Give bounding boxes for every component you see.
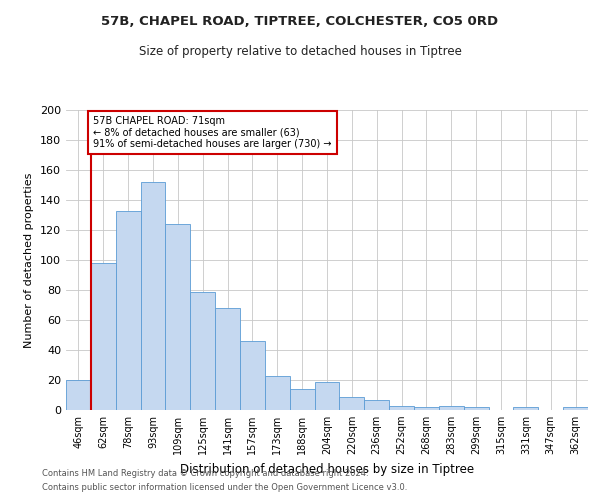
X-axis label: Distribution of detached houses by size in Tiptree: Distribution of detached houses by size … [180, 462, 474, 475]
Bar [240, 341, 265, 410]
Text: Size of property relative to detached houses in Tiptree: Size of property relative to detached ho… [139, 45, 461, 58]
Bar [514, 407, 538, 410]
Bar [563, 407, 588, 410]
Bar [340, 396, 364, 410]
Text: 57B, CHAPEL ROAD, TIPTREE, COLCHESTER, CO5 0RD: 57B, CHAPEL ROAD, TIPTREE, COLCHESTER, C… [101, 15, 499, 28]
Bar [290, 389, 314, 410]
Bar [464, 407, 488, 410]
Bar [389, 406, 414, 410]
Y-axis label: Number of detached properties: Number of detached properties [25, 172, 34, 348]
Text: Contains public sector information licensed under the Open Government Licence v3: Contains public sector information licen… [42, 484, 407, 492]
Bar [265, 376, 290, 410]
Bar [166, 224, 190, 410]
Bar [116, 210, 140, 410]
Bar [414, 407, 439, 410]
Bar [215, 308, 240, 410]
Bar [91, 263, 116, 410]
Text: 57B CHAPEL ROAD: 71sqm
← 8% of detached houses are smaller (63)
91% of semi-deta: 57B CHAPEL ROAD: 71sqm ← 8% of detached … [94, 116, 332, 149]
Text: Contains HM Land Registry data © Crown copyright and database right 2024.: Contains HM Land Registry data © Crown c… [42, 468, 368, 477]
Bar [439, 406, 464, 410]
Bar [140, 182, 166, 410]
Bar [66, 380, 91, 410]
Bar [314, 382, 340, 410]
Bar [364, 400, 389, 410]
Bar [190, 292, 215, 410]
